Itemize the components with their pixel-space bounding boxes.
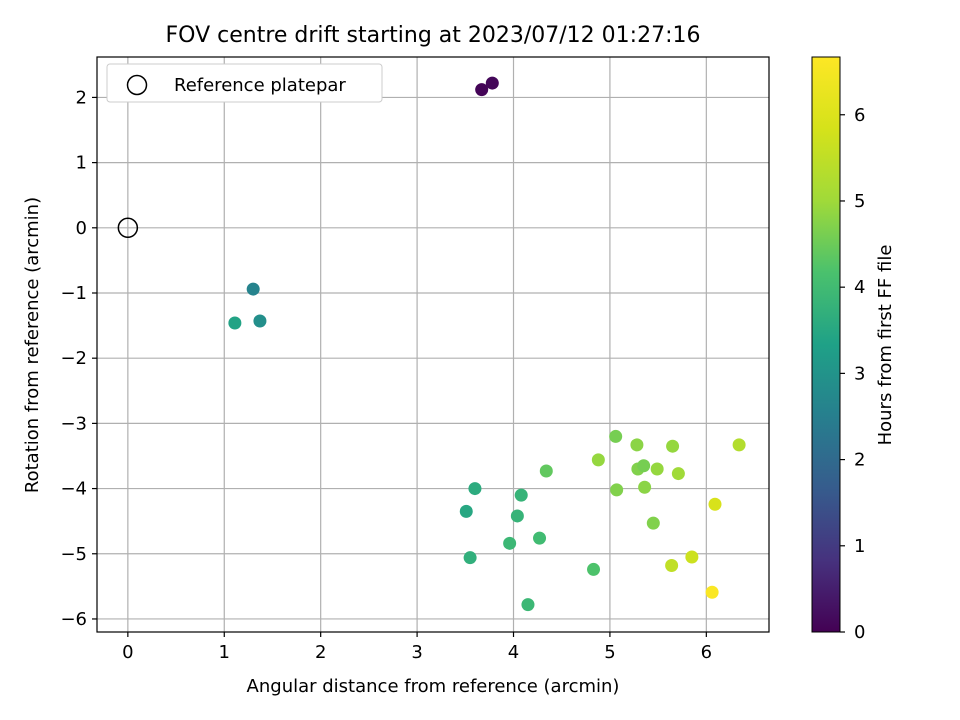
data-point — [459, 504, 473, 518]
colorbar-tick-label: 2 — [854, 450, 865, 471]
colorbar-tick-label: 4 — [854, 277, 865, 298]
data-point — [514, 488, 528, 502]
data-point — [533, 531, 547, 545]
y-tick-label: −6 — [60, 609, 87, 630]
data-point — [638, 480, 652, 494]
data-point — [705, 585, 719, 599]
data-point — [671, 467, 685, 481]
data-point — [228, 316, 242, 330]
data-point — [610, 483, 624, 497]
colorbar-tick-label: 3 — [854, 363, 865, 384]
data-point — [485, 76, 499, 90]
y-tick-label: −4 — [60, 479, 87, 500]
x-tick-label: 4 — [508, 642, 519, 663]
data-point — [732, 438, 746, 452]
legend-box — [106, 63, 383, 103]
legend-label: Reference platepar — [174, 75, 346, 96]
x-axis-label: Angular distance from reference (arcmin) — [247, 676, 620, 697]
x-tick-label: 3 — [411, 642, 422, 663]
colorbar-tick-label: 0 — [854, 622, 865, 643]
colorbar-ticks: 0 1 2 3 4 5 6 — [840, 105, 865, 643]
y-axis-label: Rotation from reference (arcmin) — [22, 197, 43, 493]
x-tick-label: 0 — [122, 642, 133, 663]
x-tick-label: 1 — [219, 642, 230, 663]
y-tick-label: −1 — [60, 283, 87, 304]
x-tick-label: 2 — [315, 642, 326, 663]
data-point — [591, 453, 605, 467]
y-tick-label: 1 — [76, 153, 87, 174]
data-point — [708, 497, 722, 511]
data-point — [637, 459, 651, 473]
data-point — [475, 83, 489, 97]
colorbar: 0 1 2 3 4 5 6 Hours from first FF file — [811, 56, 896, 643]
data-point — [646, 516, 660, 530]
data-point — [685, 550, 699, 564]
data-point — [468, 482, 482, 496]
gridlines — [97, 57, 769, 632]
y-tick-label: −2 — [60, 348, 87, 369]
reference-platepar-marker — [117, 217, 139, 239]
data-point — [650, 462, 664, 476]
legend-marker-icon — [126, 74, 148, 96]
data-point — [630, 438, 644, 452]
colorbar-tick-label: 6 — [854, 105, 865, 126]
y-tick-label: 2 — [76, 87, 87, 108]
x-tick-label: 5 — [604, 642, 615, 663]
data-points — [117, 76, 746, 612]
data-point — [665, 559, 679, 573]
data-point — [253, 314, 267, 328]
data-point — [246, 282, 260, 296]
legend: Reference platepar — [106, 63, 383, 103]
data-point — [666, 439, 680, 453]
data-point — [521, 598, 535, 612]
data-point — [587, 562, 601, 576]
data-point — [609, 429, 623, 443]
data-point — [463, 551, 477, 565]
y-axis-ticks: −6 −5 −4 −3 −2 −1 0 1 2 — [60, 87, 97, 630]
data-point — [539, 464, 553, 478]
y-tick-label: −5 — [60, 544, 87, 565]
y-tick-label: −3 — [60, 413, 87, 434]
data-point — [510, 509, 524, 523]
colorbar-gradient — [811, 56, 841, 633]
data-point — [503, 536, 517, 550]
colorbar-tick-label: 1 — [854, 536, 865, 557]
colorbar-tick-label: 5 — [854, 191, 865, 212]
x-tick-label: 6 — [701, 642, 712, 663]
x-axis-ticks: 0 1 2 3 4 5 6 — [122, 632, 712, 663]
y-tick-label: 0 — [76, 218, 87, 239]
colorbar-label: Hours from first FF file — [875, 245, 896, 446]
plot-frame — [96, 56, 770, 633]
chart-title: FOV centre drift starting at 2023/07/12 … — [166, 23, 701, 48]
